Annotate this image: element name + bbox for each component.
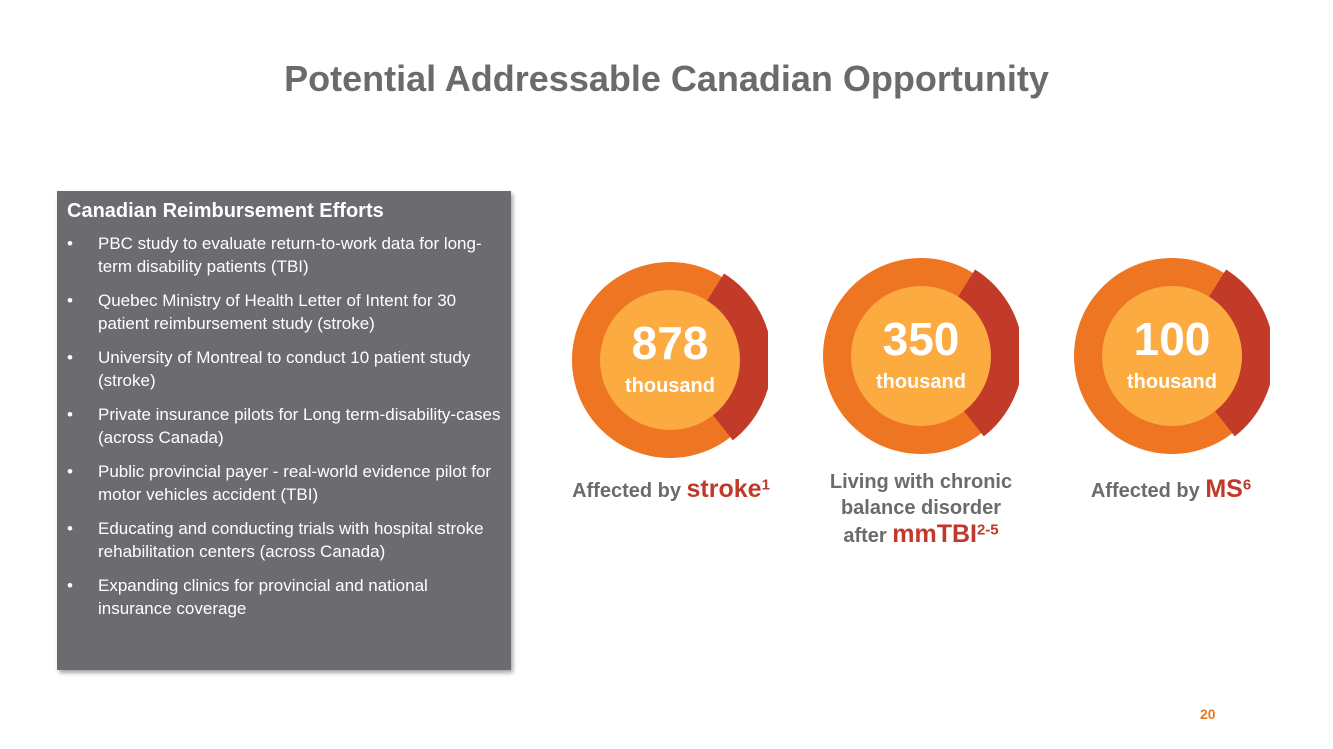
bullet-mark: •	[67, 576, 73, 595]
reimbursement-list: • PBC study to evaluate return-to-work da…	[67, 232, 501, 620]
caption-footnote: 1	[761, 476, 770, 494]
list-item: • PBC study to evaluate return-to-work da…	[67, 232, 501, 278]
stat-number: 878	[631, 317, 709, 369]
ring-segment	[700, 273, 768, 441]
list-item-text: Expanding clinics for provincial and nat…	[98, 576, 428, 618]
page-number: 20	[1200, 706, 1216, 722]
bullet-mark: •	[67, 405, 73, 424]
stat-unit: thousand	[625, 375, 715, 397]
stat-circle-mmtbi: 350 thousand	[823, 258, 1019, 454]
bullet-mark: •	[67, 234, 73, 253]
list-item-text: Public provincial payer - real-world evi…	[98, 462, 492, 504]
stat-circle-ms: 100 thousand	[1074, 258, 1270, 454]
donut-graphic	[823, 258, 1019, 454]
caption-accent: stroke	[686, 475, 762, 503]
caption-footnote: 6	[1242, 476, 1252, 494]
caption-accent: MS	[1205, 475, 1243, 503]
stat-circle-stroke: 878 thousand	[572, 262, 768, 458]
stat-caption-stroke: Affected by stroke1	[551, 476, 791, 504]
caption-line: Living with chronic	[829, 471, 1013, 493]
list-item: • Public provincial payer - real-world ev…	[67, 460, 501, 506]
list-item: • Quebec Ministry of Health Letter of Int…	[67, 289, 501, 335]
stat-number: 100	[1133, 313, 1211, 365]
caption-line-accent: after mmTBI2-5	[801, 521, 1041, 549]
caption-prefix: after	[843, 525, 893, 547]
list-item: • Private insurance pilots for Long term-…	[67, 403, 501, 449]
list-item: • University of Montreal to conduct 10 pa…	[67, 346, 501, 392]
list-item: • Expanding clinics for provincial and na…	[67, 574, 501, 620]
caption-accent: mmTBI	[892, 520, 977, 548]
donut-graphic	[1074, 258, 1270, 454]
stat-unit: thousand	[876, 371, 966, 393]
list-item-text: Private insurance pilots for Long term-d…	[98, 405, 501, 447]
inner-disc	[1102, 286, 1242, 426]
ring-segment	[951, 269, 1019, 437]
bullet-mark: •	[67, 462, 73, 481]
caption-line: balance disorder	[840, 497, 1002, 519]
panel-heading: Canadian Reimbursement Efforts	[67, 200, 384, 222]
stat-caption-mmtbi: Living with chronic balance disorder aft…	[801, 469, 1041, 549]
ring-segment	[1202, 269, 1270, 437]
list-item-text: PBC study to evaluate return-to-work dat…	[98, 234, 482, 276]
caption-footnote: 2-5	[976, 521, 999, 539]
slide-title: Potential Addressable Canadian Opportuni…	[284, 58, 1049, 99]
list-item: • Educating and conducting trials with ho…	[67, 517, 501, 563]
bullet-mark: •	[67, 291, 73, 310]
reimbursement-panel: Canadian Reimbursement Efforts • PBC stud…	[57, 191, 511, 670]
bullet-mark: •	[67, 348, 73, 367]
donut-graphic	[572, 262, 768, 458]
list-item-text: University of Montreal to conduct 10 pat…	[98, 348, 471, 390]
stat-caption-ms: Affected by MS6	[1051, 476, 1291, 504]
caption-prefix: Affected by	[1090, 480, 1206, 502]
list-item-text: Quebec Ministry of Health Letter of Inte…	[98, 291, 457, 333]
inner-disc	[600, 290, 740, 430]
caption-prefix: Affected by	[572, 480, 687, 502]
inner-disc	[851, 286, 991, 426]
bullet-mark: •	[67, 519, 73, 538]
stat-unit: thousand	[1127, 371, 1217, 393]
stat-number: 350	[882, 313, 960, 365]
list-item-text: Educating and conducting trials with hos…	[98, 519, 484, 561]
